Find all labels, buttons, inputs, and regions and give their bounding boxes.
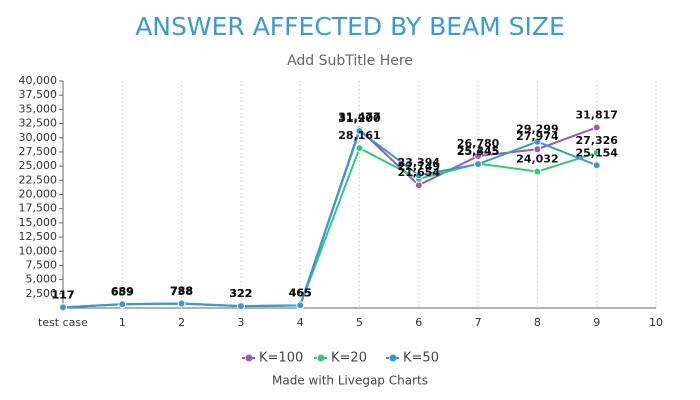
chart-subtitle: Add SubTitle Here <box>287 53 413 69</box>
data-point <box>533 167 542 176</box>
series-line <box>62 146 598 309</box>
legend-marker <box>389 354 397 362</box>
data-label: 117 <box>52 288 75 301</box>
data-label: 31,477 <box>338 110 380 123</box>
data-label: 322 <box>229 287 252 300</box>
data-label: 738 <box>170 285 193 298</box>
data-point <box>474 152 483 161</box>
data-point <box>414 171 423 180</box>
y-tick-label: 35,000 <box>19 102 58 115</box>
data-point <box>296 301 305 310</box>
data-point <box>592 161 601 170</box>
y-tick-label: 32,500 <box>19 117 58 130</box>
data-label: 25,345 <box>457 145 499 158</box>
data-label: 465 <box>289 286 312 299</box>
x-tick-label: 3 <box>237 316 244 329</box>
legend-label: K=100 <box>259 351 303 366</box>
data-label: 29,299 <box>516 123 558 136</box>
data-point <box>59 303 67 312</box>
data-point <box>592 148 601 157</box>
data-point <box>236 302 245 311</box>
data-label: 26,780 <box>457 137 500 150</box>
data-label: 27,326 <box>575 134 618 147</box>
x-tick-label: test case <box>38 316 88 329</box>
x-tick-label: 7 <box>475 316 482 329</box>
data-label: 117 <box>52 288 75 301</box>
legend-label: K=20 <box>331 351 367 366</box>
data-label: 23,394 <box>398 156 441 169</box>
legend-marker <box>317 354 325 362</box>
y-tick-label: 10,000 <box>19 244 58 257</box>
data-label: 22,749 <box>398 160 440 173</box>
data-label: 322 <box>229 287 252 300</box>
data-label: 788 <box>170 285 193 298</box>
data-label: 27,974 <box>516 130 559 143</box>
series-line <box>62 129 598 309</box>
data-label: 788 <box>170 285 193 298</box>
y-tick-label: 5,000 <box>26 273 58 286</box>
y-tick-label: 20,000 <box>19 188 58 201</box>
legend-label: K=50 <box>403 351 439 366</box>
data-label: 322 <box>229 287 252 300</box>
data-label: 28,161 <box>338 129 380 142</box>
y-tick-label: 2,500 <box>26 287 58 300</box>
data-point <box>474 160 483 169</box>
data-label: 465 <box>289 286 312 299</box>
data-point <box>355 144 364 153</box>
y-tick-label: 30,000 <box>19 131 58 144</box>
data-label: 25,154 <box>575 146 618 159</box>
data-point <box>533 145 542 154</box>
data-label: 659 <box>111 285 134 298</box>
y-tick-label: 7,500 <box>26 258 58 271</box>
x-tick-label: 1 <box>119 316 126 329</box>
data-point <box>177 299 186 308</box>
data-point <box>533 137 542 146</box>
x-tick-label: 5 <box>356 316 363 329</box>
y-tick-label: 37,500 <box>19 88 58 101</box>
data-label: 465 <box>289 286 312 299</box>
data-label: 117 <box>52 288 75 301</box>
data-label: 689 <box>111 285 134 298</box>
data-point <box>355 126 364 135</box>
data-label: 31,200 <box>338 112 381 125</box>
data-label: 25,445 <box>457 145 499 158</box>
chart-title: ANSWER AFFECTED BY BEAM SIZE <box>135 12 565 41</box>
data-point <box>592 123 601 132</box>
data-label: 659 <box>111 285 134 298</box>
legend-marker <box>245 354 253 362</box>
x-tick-label: 8 <box>534 316 541 329</box>
x-tick-label: 9 <box>593 316 600 329</box>
y-tick-label: 25,000 <box>19 159 58 172</box>
data-label: 31,817 <box>575 108 617 121</box>
y-tick-label: 40,000 <box>19 74 58 87</box>
y-tick-label: 12,500 <box>19 230 58 243</box>
x-tick-label: 2 <box>178 316 185 329</box>
caption: Made with Livegap Charts <box>272 374 428 388</box>
y-tick-label: 15,000 <box>19 216 58 229</box>
y-tick-label: 17,500 <box>19 202 58 215</box>
y-tick-label: 27,500 <box>19 145 58 158</box>
data-label: 21,654 <box>398 166 441 179</box>
data-label: 24,032 <box>516 153 558 166</box>
y-tick-label: 22,500 <box>19 173 58 186</box>
x-tick-label: 10 <box>649 316 663 329</box>
data-point <box>118 300 127 309</box>
x-tick-label: 6 <box>415 316 422 329</box>
x-tick-label: 4 <box>297 316 304 329</box>
